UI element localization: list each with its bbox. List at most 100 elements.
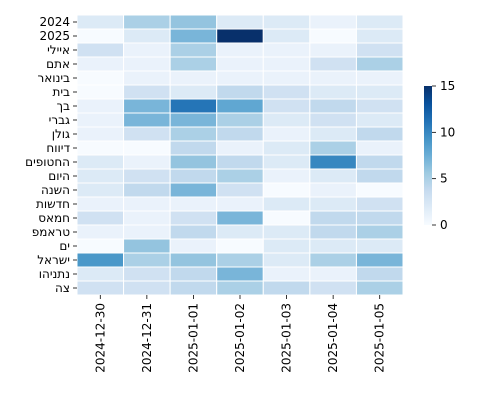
heatmap-cell-r12-c1 xyxy=(123,182,171,198)
heatmap-cell-r13-c6 xyxy=(355,196,404,212)
heatmap-cell-r2-c3 xyxy=(216,42,264,58)
heatmap-cell-r18-c5 xyxy=(309,266,357,282)
heatmap-cell-r19-c2 xyxy=(169,280,218,296)
heatmap-cell-r1-c2 xyxy=(169,28,218,44)
heatmap-cell-r6-c6 xyxy=(355,98,404,114)
heatmap-cell-r3-c2 xyxy=(169,56,218,72)
heatmap-cell-r18-c1 xyxy=(123,266,171,282)
heatmap-cell-r17-c0 xyxy=(76,252,125,268)
heatmap-cell-r14-c3 xyxy=(216,210,264,226)
heatmap-cell-r13-c4 xyxy=(262,196,311,212)
heatmap-cell-r8-c2 xyxy=(169,126,218,142)
heatmap-cell-r9-c6 xyxy=(355,140,404,156)
x-tick-label: 2025-01-03 xyxy=(280,303,294,373)
heatmap-cell-r1-c0 xyxy=(76,28,125,44)
y-tick-label: בינואר xyxy=(38,71,71,85)
heatmap-cell-r7-c3 xyxy=(216,112,264,128)
x-tick-label: 2024-12-30 xyxy=(93,303,107,373)
heatmap-cell-r5-c3 xyxy=(216,84,264,100)
heatmap-cell-r1-c6 xyxy=(355,28,404,44)
heatmap-cell-r2-c2 xyxy=(169,42,218,58)
y-tick-label: נתניהו xyxy=(39,267,70,281)
heatmap-cell-r14-c1 xyxy=(123,210,171,226)
y-tick-label: החטופים xyxy=(25,155,70,169)
heatmap-cell-r19-c0 xyxy=(76,280,125,296)
heatmap-cell-r10-c5 xyxy=(309,154,357,170)
heatmap-cell-r16-c6 xyxy=(355,238,404,254)
colorbar-tick-label: 15 xyxy=(440,79,455,93)
heatmap-cell-r15-c0 xyxy=(76,224,125,240)
y-tick-label: צה xyxy=(55,281,70,295)
heatmap-cell-r19-c5 xyxy=(309,280,357,296)
heatmap-cell-r6-c2 xyxy=(169,98,218,114)
heatmap-cell-r2-c4 xyxy=(262,42,311,58)
x-tick-label: 2025-01-04 xyxy=(326,303,340,373)
heatmap-cell-r4-c4 xyxy=(262,70,311,86)
y-tick-label: חמאס xyxy=(38,211,70,225)
heatmap-cell-r3-c3 xyxy=(216,56,264,72)
heatmap-cell-r6-c1 xyxy=(123,98,171,114)
heatmap-cell-r15-c4 xyxy=(262,224,311,240)
heatmap-cell-r1-c5 xyxy=(309,28,357,44)
heatmap-cell-r15-c3 xyxy=(216,224,264,240)
heatmap-cell-r17-c2 xyxy=(169,252,218,268)
colorbar-tick-label: 0 xyxy=(440,218,448,232)
heatmap-cell-r10-c0 xyxy=(76,154,125,170)
heatmap-cell-r13-c0 xyxy=(76,196,125,212)
heatmap-cell-r9-c4 xyxy=(262,140,311,156)
heatmap-cell-r0-c1 xyxy=(123,14,171,30)
heatmap-cell-r12-c2 xyxy=(169,182,218,198)
colorbar: 0 5 10 15 xyxy=(424,79,455,232)
heatmap-cell-r15-c6 xyxy=(355,224,404,240)
y-tick-label: גולן xyxy=(52,127,70,141)
heatmap-cell-r17-c1 xyxy=(123,252,171,268)
heatmap-cells xyxy=(76,14,404,296)
heatmap-cell-r11-c0 xyxy=(76,168,125,184)
heatmap-cell-r0-c4 xyxy=(262,14,311,30)
heatmap-cell-r18-c2 xyxy=(169,266,218,282)
heatmap-cell-r19-c6 xyxy=(355,280,404,296)
heatmap-cell-r11-c3 xyxy=(216,168,264,184)
heatmap-cell-r5-c0 xyxy=(76,84,125,100)
heatmap-cell-r14-c0 xyxy=(76,210,125,226)
heatmap-cell-r2-c0 xyxy=(76,42,125,58)
heatmap-cell-r14-c2 xyxy=(169,210,218,226)
heatmap-cell-r9-c0 xyxy=(76,140,125,156)
heatmap-cell-r9-c5 xyxy=(309,140,357,156)
y-tick-label: השנה xyxy=(41,183,70,197)
colorbar-gradient xyxy=(424,86,432,225)
heatmap-cell-r10-c4 xyxy=(262,154,311,170)
heatmap-cell-r6-c5 xyxy=(309,98,357,114)
heatmap-cell-r3-c4 xyxy=(262,56,311,72)
heatmap-cell-r5-c4 xyxy=(262,84,311,100)
heatmap-cell-r8-c4 xyxy=(262,126,311,142)
heatmap-cell-r9-c3 xyxy=(216,140,264,156)
y-tick-label: בך xyxy=(57,99,70,113)
heatmap-cell-r3-c6 xyxy=(355,56,404,72)
colorbar-tick-label: 5 xyxy=(440,172,448,186)
heatmap-cell-r19-c1 xyxy=(123,280,171,296)
heatmap-cell-r6-c4 xyxy=(262,98,311,114)
y-tick-label: טראמפ xyxy=(32,225,70,239)
heatmap-cell-r0-c5 xyxy=(309,14,357,30)
y-tick-label: ים xyxy=(59,239,70,253)
heatmap-cell-r7-c5 xyxy=(309,112,357,128)
heatmap-cell-r0-c3 xyxy=(216,14,264,30)
heatmap-cell-r13-c1 xyxy=(123,196,171,212)
x-tick-label: 2025-01-01 xyxy=(186,303,200,373)
y-tick-label: 2024 xyxy=(39,15,70,29)
heatmap-cell-r16-c4 xyxy=(262,238,311,254)
heatmap-cell-r7-c0 xyxy=(76,112,125,128)
heatmap-cell-r2-c1 xyxy=(123,42,171,58)
heatmap-cell-r17-c5 xyxy=(309,252,357,268)
heatmap-cell-r4-c1 xyxy=(123,70,171,86)
y-tick-label: היום xyxy=(48,169,70,183)
heatmap-cell-r8-c3 xyxy=(216,126,264,142)
heatmap-cell-r14-c4 xyxy=(262,210,311,226)
heatmap-cell-r8-c1 xyxy=(123,126,171,142)
heatmap-cell-r5-c1 xyxy=(123,84,171,100)
heatmap-cell-r1-c1 xyxy=(123,28,171,44)
heatmap-cell-r18-c0 xyxy=(76,266,125,282)
heatmap-cell-r15-c1 xyxy=(123,224,171,240)
y-tick-label: 2025 xyxy=(39,29,70,43)
